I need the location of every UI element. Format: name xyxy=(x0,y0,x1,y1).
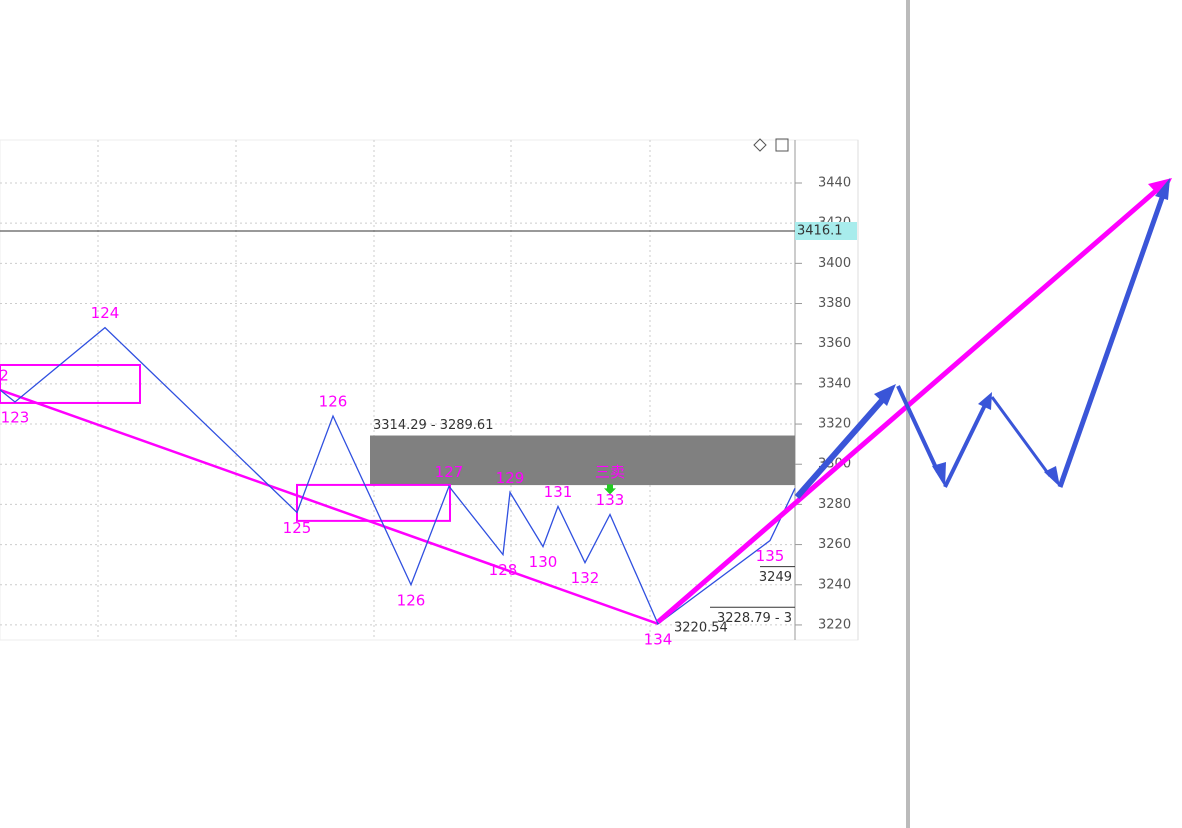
y-tick-label: 3360 xyxy=(818,336,851,351)
arrowhead xyxy=(932,462,946,487)
low-label: 3220.54 xyxy=(674,620,728,635)
y-tick-label: 3340 xyxy=(818,376,851,391)
point-label: 123 xyxy=(1,408,30,426)
point-label: 125 xyxy=(283,519,312,537)
point-label: 128 xyxy=(489,561,518,579)
point-label: 126 xyxy=(397,591,426,609)
y-tick-label: 3220 xyxy=(818,617,851,632)
signal-label: 三卖 xyxy=(595,463,625,481)
point-label: 132 xyxy=(571,569,600,587)
pivot-box xyxy=(0,363,141,404)
projection xyxy=(656,178,1172,624)
point-label: 130 xyxy=(529,553,558,571)
point-label: 124 xyxy=(91,304,120,322)
level-tag xyxy=(795,222,857,241)
y-tick-label: 3380 xyxy=(818,296,851,311)
y-tick-label: 3320 xyxy=(818,417,851,432)
point-label: 135 xyxy=(756,547,785,565)
projection-leg xyxy=(794,395,888,499)
projection-leg xyxy=(896,385,940,473)
pivot-box xyxy=(296,483,451,522)
trend-line xyxy=(0,388,659,626)
arrowhead xyxy=(874,384,896,406)
splitter[interactable] xyxy=(906,0,910,828)
arrowhead xyxy=(1155,178,1170,200)
zigzag xyxy=(0,326,796,625)
y-tick-label: 3440 xyxy=(818,175,851,190)
point-label: 126 xyxy=(319,393,348,411)
arrowhead xyxy=(978,392,992,410)
point-label: 131 xyxy=(544,483,573,501)
point-label: 127 xyxy=(435,463,464,481)
time-grid xyxy=(97,140,651,640)
y-tick-label: 3400 xyxy=(818,256,851,271)
level-label: 3416.1 xyxy=(797,224,843,239)
y-tick-label: 3260 xyxy=(818,537,851,552)
chart-panel xyxy=(0,139,859,641)
projection-leg xyxy=(1057,194,1166,488)
point-label: 129 xyxy=(496,469,525,487)
toolbar-icons[interactable] xyxy=(753,138,789,152)
arrowhead xyxy=(1044,466,1060,487)
zone xyxy=(370,435,795,486)
projection-leg xyxy=(943,404,987,488)
signal-arrow xyxy=(604,484,616,495)
projection-leg xyxy=(990,396,1052,477)
point-label: 2 xyxy=(0,366,9,384)
short-level-label: 3249 xyxy=(759,570,792,585)
y-tick-label: 3280 xyxy=(818,497,851,512)
point-label: 133 xyxy=(596,491,625,509)
point-label: 134 xyxy=(644,630,673,648)
zone-label: 3314.29 - 3289.61 xyxy=(373,418,493,433)
y-tick-label: 3240 xyxy=(818,577,851,592)
plot: 3220324032603280330033203340336033803400… xyxy=(0,175,857,648)
short-level-label: 3228.79 - 3 xyxy=(717,611,792,626)
